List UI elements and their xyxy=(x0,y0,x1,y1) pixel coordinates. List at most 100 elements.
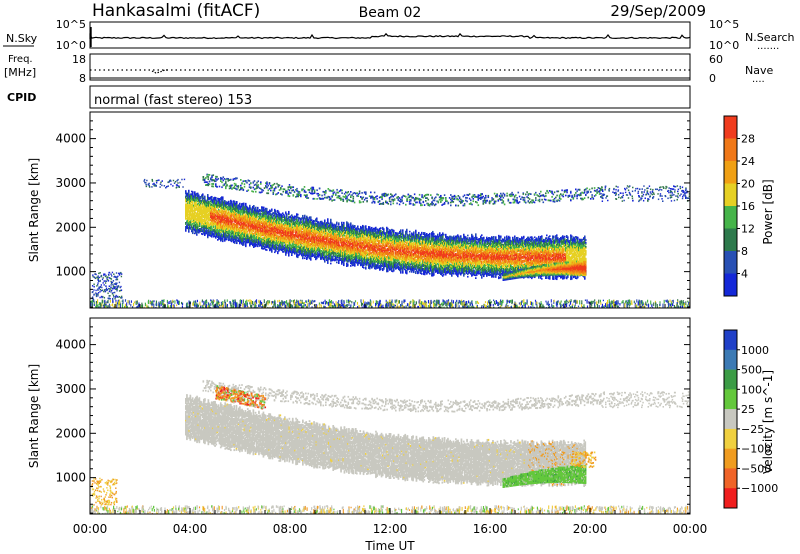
power-cell xyxy=(343,243,345,245)
power-cell xyxy=(296,227,298,230)
power-cell xyxy=(197,228,199,231)
power-cell xyxy=(344,232,346,234)
power-cell xyxy=(220,197,222,199)
power-cell xyxy=(248,237,250,240)
power-cell xyxy=(228,212,230,215)
power-cell xyxy=(228,222,230,224)
power-cell xyxy=(219,228,221,231)
power-cell xyxy=(258,222,260,224)
power-cell xyxy=(265,239,267,242)
power-cell xyxy=(208,234,210,236)
power-cell xyxy=(200,201,202,204)
power-cell xyxy=(337,246,339,249)
power-cell xyxy=(332,230,334,232)
power-cell xyxy=(363,225,365,228)
power-cell xyxy=(297,244,299,247)
power-cell xyxy=(213,218,215,221)
power-cell xyxy=(285,236,287,239)
power-cell xyxy=(275,247,277,250)
power-cell xyxy=(260,243,262,245)
power-cell xyxy=(292,245,294,247)
power-cell xyxy=(291,220,293,223)
power-cell xyxy=(248,217,250,220)
power-cell xyxy=(313,223,315,226)
power-cell xyxy=(272,244,274,246)
power-cell xyxy=(246,229,248,232)
power-cell xyxy=(277,215,279,217)
power-cell xyxy=(242,244,244,246)
power-cell xyxy=(224,236,226,238)
power-cell xyxy=(243,202,245,205)
power-cell xyxy=(253,238,255,240)
power-cell xyxy=(370,258,372,261)
power-cell xyxy=(306,235,308,238)
power-cell xyxy=(276,247,278,250)
power-cell xyxy=(351,248,353,251)
power-cell xyxy=(226,235,228,238)
power-data-layer xyxy=(90,173,690,308)
power-cell xyxy=(336,241,338,244)
power-cell xyxy=(358,233,360,236)
power-cell xyxy=(243,221,245,223)
power-cell xyxy=(207,225,209,228)
power-cell xyxy=(317,253,319,255)
power-cell xyxy=(282,241,284,244)
power-cell xyxy=(315,225,317,227)
power-cell xyxy=(229,232,231,235)
power-cell xyxy=(349,255,351,258)
power-cell xyxy=(252,215,254,217)
power-cell xyxy=(244,231,246,234)
power-cell xyxy=(262,238,264,241)
power-cell xyxy=(246,221,248,224)
power-cell xyxy=(308,250,310,253)
power-cell xyxy=(202,210,204,213)
power-cell xyxy=(230,218,232,221)
power-cell xyxy=(274,234,276,236)
power-cell xyxy=(305,247,307,249)
power-cell xyxy=(342,257,344,260)
power-cell xyxy=(211,227,213,230)
power-cell xyxy=(364,233,366,236)
power-cell xyxy=(209,214,211,217)
power-cell xyxy=(287,249,289,252)
power-cell xyxy=(323,223,325,226)
power-cell xyxy=(207,205,209,208)
power-cell xyxy=(192,228,194,231)
power-cell xyxy=(345,236,347,239)
power-cell xyxy=(234,202,236,204)
power-cell xyxy=(277,217,279,220)
power-cell xyxy=(336,229,338,232)
power-cell xyxy=(301,254,303,257)
power-cell xyxy=(212,204,214,207)
power-cell xyxy=(207,196,209,199)
power-cell xyxy=(311,243,313,246)
power-cell xyxy=(241,243,243,245)
power-cell xyxy=(206,209,208,212)
power-cell xyxy=(362,255,364,258)
power-cell xyxy=(246,238,248,241)
power-cell xyxy=(214,230,216,232)
power-cell xyxy=(208,206,210,208)
power-cell xyxy=(259,226,261,229)
power-cell xyxy=(186,208,188,211)
power-cell xyxy=(362,224,364,227)
power-cell xyxy=(199,217,201,220)
power-cell xyxy=(243,243,245,246)
power-cell xyxy=(199,196,201,198)
power-cell xyxy=(247,222,249,225)
power-cell xyxy=(200,215,202,218)
power-cell xyxy=(340,240,342,243)
power-cell xyxy=(343,261,345,264)
power-cell xyxy=(309,239,311,241)
power-cell xyxy=(264,214,266,216)
power-cell xyxy=(354,239,356,242)
power-cell xyxy=(307,230,309,232)
power-cell xyxy=(360,261,362,264)
power-cell xyxy=(342,233,344,236)
power-cell xyxy=(222,207,224,209)
power-cell xyxy=(246,208,248,211)
power-cell xyxy=(199,197,201,200)
power-cell xyxy=(303,230,305,233)
power-cell xyxy=(187,194,189,196)
nsky-label: N.Sky xyxy=(6,32,38,45)
